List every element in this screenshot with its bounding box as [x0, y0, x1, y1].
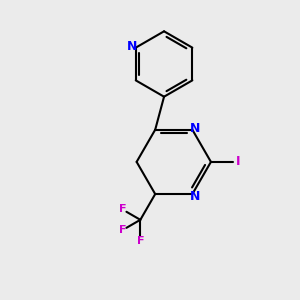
- Text: N: N: [190, 190, 200, 203]
- Text: F: F: [136, 236, 144, 246]
- Text: I: I: [236, 155, 240, 168]
- Text: F: F: [118, 225, 126, 235]
- Text: N: N: [190, 122, 200, 135]
- Text: F: F: [118, 204, 126, 214]
- Text: N: N: [127, 40, 137, 53]
